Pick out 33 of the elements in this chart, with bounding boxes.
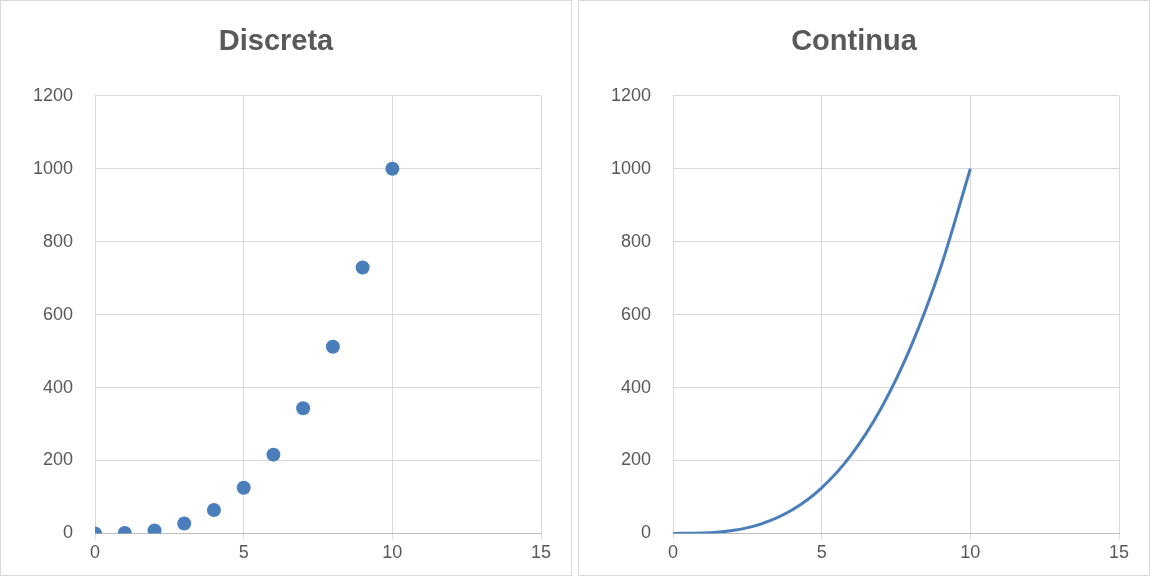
- point: [236, 480, 251, 495]
- point: [296, 401, 311, 416]
- y-tick-label: 800: [621, 230, 652, 251]
- chart-title: Discreta: [218, 24, 335, 57]
- x-tick-label: 15: [530, 542, 552, 563]
- line-series: [673, 167, 972, 534]
- y-tick-label: 0: [641, 522, 652, 543]
- point: [177, 516, 192, 531]
- y-tick-label: 600: [621, 303, 652, 324]
- y-tick-label: 0: [63, 522, 74, 543]
- y-tick-label: 800: [43, 230, 74, 251]
- x-tick-label: 5: [816, 542, 827, 563]
- y-tick-label: 1000: [33, 157, 74, 178]
- y-tick-label: 1000: [611, 157, 652, 178]
- y-tick-label: 200: [621, 449, 652, 470]
- y-tick-label: 1200: [611, 84, 652, 105]
- x-tick-label: 10: [960, 542, 981, 563]
- point: [385, 161, 400, 176]
- x-tick-label: 0: [90, 542, 101, 563]
- x-tick-label: 5: [238, 542, 249, 563]
- y-tick-label: 600: [43, 303, 74, 324]
- point: [266, 447, 281, 462]
- point: [206, 503, 221, 518]
- x-tick-label: 15: [1108, 542, 1130, 563]
- y-tick-label: 1200: [33, 84, 74, 105]
- y-tick-label: 400: [43, 376, 74, 397]
- chart-title: Continua: [791, 24, 918, 57]
- x-tick-label: 10: [382, 542, 403, 563]
- y-tick-label: 200: [43, 449, 74, 470]
- point: [325, 339, 340, 354]
- point: [355, 260, 370, 275]
- y-tick-label: 400: [621, 376, 652, 397]
- x-tick-label: 0: [668, 542, 679, 563]
